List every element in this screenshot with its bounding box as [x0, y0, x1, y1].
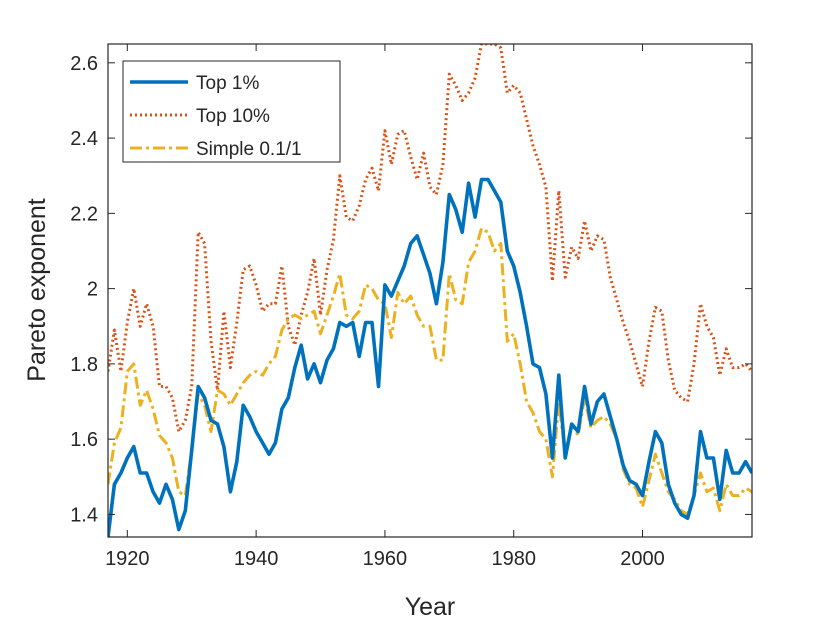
legend-label: Top 1% [196, 73, 259, 94]
axes-box [107, 43, 753, 538]
y-tick-label: 2.4 [70, 128, 98, 150]
y-tick-label: 2 [87, 279, 98, 301]
x-tick-label: 1920 [105, 548, 150, 570]
series-line-top-1 [108, 177, 752, 537]
x-tick-label: 1940 [234, 548, 279, 570]
y-tick-label: 1.6 [70, 429, 98, 451]
x-tick-label: 1960 [363, 548, 408, 570]
x-axis-label: Year [405, 593, 456, 621]
ticks-layer: 1920 1940 1960 1980 2000 1.4 1.6 1.8 2 2.2 2.4 2.6 [70, 44, 752, 570]
x-tick-label: 1980 [491, 548, 536, 570]
y-tick-label: 2.6 [70, 53, 98, 75]
y-axis-label: Pareto exponent [23, 198, 51, 382]
y-tick-label: 1.4 [70, 504, 98, 526]
legend-label: Simple 0.1/1 [196, 139, 302, 160]
x-tick-label: 2000 [620, 548, 665, 570]
y-tick-label: 2.2 [70, 203, 98, 225]
legend-box [122, 60, 341, 163]
series-layer [108, 44, 752, 537]
series-line-top-10 [108, 44, 752, 434]
legend-label: Top 10% [196, 106, 270, 127]
legend: Top 1% Top 10% Simple 0.1/1 [122, 60, 341, 163]
series-line-simple-0-1-1 [108, 226, 752, 516]
y-tick-label: 1.8 [70, 354, 98, 376]
